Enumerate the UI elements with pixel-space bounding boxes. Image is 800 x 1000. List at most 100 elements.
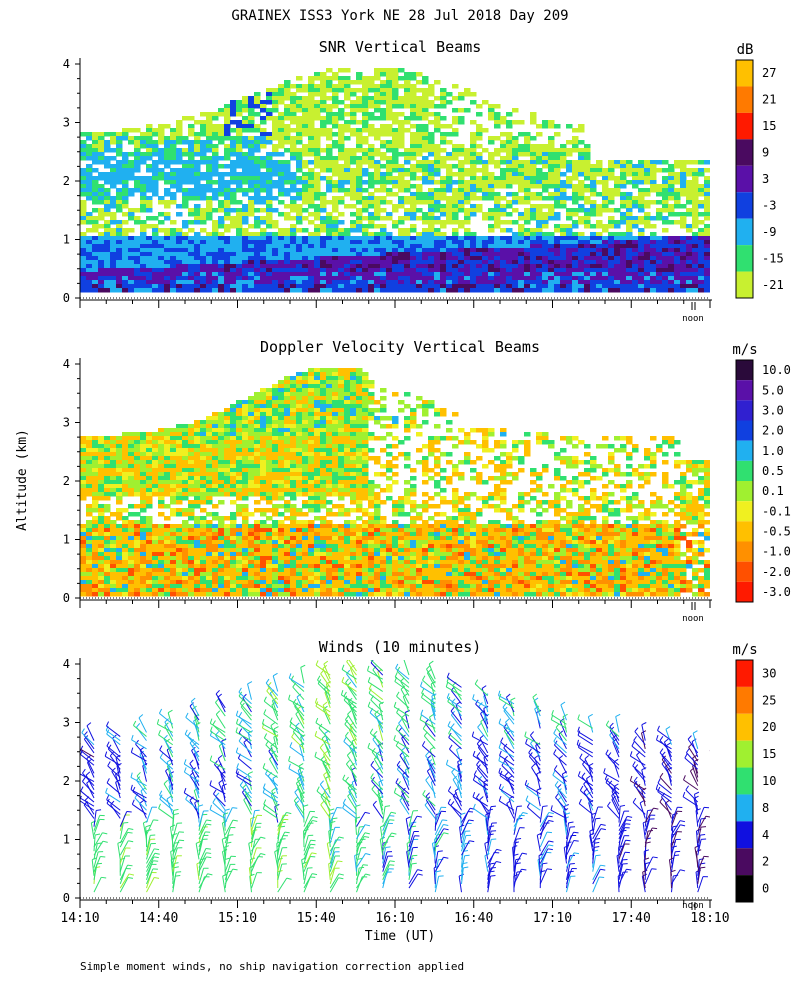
heatmap-cell [80, 212, 87, 217]
heatmap-cell [362, 116, 369, 121]
heatmap-cell [110, 460, 117, 465]
heatmap-cell [248, 96, 255, 101]
heatmap-cell [386, 272, 393, 277]
heatmap-cell [134, 460, 141, 465]
heatmap-cell [140, 256, 147, 261]
heatmap-cell [80, 204, 87, 209]
heatmap-cell [452, 188, 459, 193]
heatmap-cell [374, 196, 381, 201]
heatmap-cell [446, 152, 453, 157]
heatmap-cell [152, 216, 159, 221]
heatmap-cell [554, 280, 561, 285]
heatmap-cell [368, 204, 375, 209]
heatmap-cell [200, 528, 207, 533]
heatmap-cell [614, 256, 621, 261]
heatmap-cell [80, 456, 87, 461]
heatmap-cell [644, 252, 651, 257]
heatmap-cell [242, 520, 249, 525]
heatmap-cell [140, 220, 147, 225]
heatmap-cell [128, 476, 135, 481]
heatmap-cell [542, 164, 549, 169]
heatmap-cell [548, 284, 555, 289]
heatmap-cell [92, 504, 99, 509]
heatmap-cell [380, 256, 387, 261]
heatmap-cell [584, 288, 591, 293]
heatmap-cell [170, 276, 177, 281]
heatmap-cell [410, 96, 417, 101]
heatmap-cell [182, 268, 189, 273]
heatmap-cell [230, 568, 237, 573]
heatmap-cell [152, 140, 159, 145]
heatmap-cell [452, 204, 459, 209]
heatmap-cell [122, 136, 129, 141]
heatmap-cell [386, 144, 393, 149]
heatmap-cell [206, 580, 213, 585]
heatmap-cell [140, 240, 147, 245]
heatmap-cell [176, 248, 183, 253]
heatmap-cell [386, 104, 393, 109]
heatmap-cell [290, 84, 297, 89]
heatmap-cell [296, 168, 303, 173]
heatmap-cell [80, 580, 87, 585]
heatmap-cell [530, 284, 537, 289]
heatmap-cell [620, 164, 627, 169]
heatmap-cell [314, 164, 321, 169]
heatmap-cell [182, 136, 189, 141]
heatmap-cell [188, 288, 195, 293]
heatmap-cell [314, 112, 321, 117]
heatmap-cell [182, 560, 189, 565]
heatmap-cell [356, 228, 363, 233]
heatmap-cell [284, 104, 291, 109]
heatmap-cell [698, 272, 705, 277]
heatmap-cell [386, 124, 393, 129]
heatmap-cell [278, 272, 285, 277]
heatmap-cell [626, 200, 633, 205]
heatmap-cell [380, 108, 387, 113]
heatmap-cell [206, 416, 213, 421]
colorbar-label: -9 [762, 225, 776, 239]
heatmap-cell [140, 432, 147, 437]
heatmap-cell [152, 168, 159, 173]
heatmap-cell [680, 256, 687, 261]
heatmap-cell [488, 188, 495, 193]
heatmap-cell [242, 432, 249, 437]
heatmap-cell [470, 100, 477, 105]
heatmap-cell [356, 172, 363, 177]
heatmap-cell [548, 164, 555, 169]
heatmap-cell [110, 480, 117, 485]
heatmap-cell [572, 252, 579, 257]
heatmap-cell [362, 124, 369, 129]
heatmap-cell [500, 180, 507, 185]
heatmap-cell [704, 252, 710, 257]
heatmap-cell [206, 564, 213, 569]
heatmap-cell [524, 212, 531, 217]
heatmap-cell [686, 256, 693, 261]
heatmap-cell [296, 288, 303, 293]
heatmap-cell [194, 528, 201, 533]
heatmap-cell [422, 192, 429, 197]
heatmap-cell [176, 472, 183, 477]
heatmap-cell [134, 180, 141, 185]
heatmap-cell [146, 436, 153, 441]
heatmap-cell [428, 120, 435, 125]
heatmap-cell [170, 584, 177, 589]
heatmap-cell [674, 196, 681, 201]
heatmap-cell [374, 68, 381, 73]
heatmap-cell [668, 268, 675, 273]
heatmap-cell [230, 480, 237, 485]
heatmap-cell [326, 68, 333, 73]
heatmap-cell [458, 176, 465, 181]
heatmap-cell [512, 160, 519, 165]
heatmap-cell [704, 196, 710, 201]
heatmap-cell [170, 148, 177, 153]
heatmap-cell [368, 128, 375, 133]
heatmap-cell [608, 172, 615, 177]
heatmap-cell [224, 172, 231, 177]
heatmap-cell [374, 208, 381, 213]
heatmap-cell [326, 168, 333, 173]
heatmap-cell [464, 216, 471, 221]
heatmap-cell [278, 144, 285, 149]
heatmap-cell [356, 136, 363, 141]
heatmap-cell [170, 460, 177, 465]
heatmap-cell [218, 172, 225, 177]
